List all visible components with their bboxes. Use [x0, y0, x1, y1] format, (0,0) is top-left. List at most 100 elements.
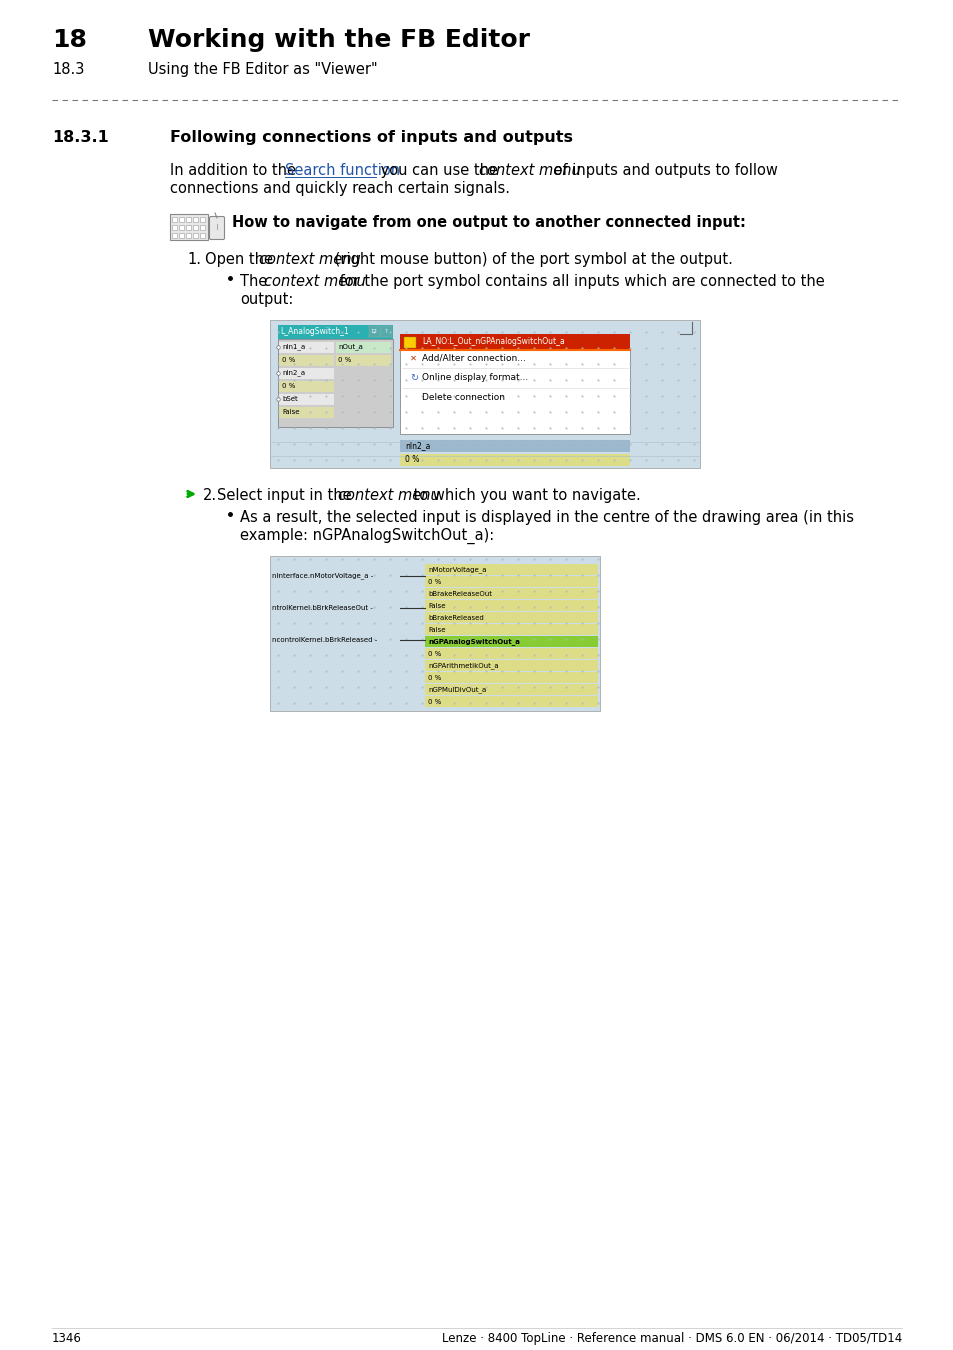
Bar	[399, 440, 629, 452]
Text: 0 %: 0 %	[405, 455, 419, 464]
Text: 1346: 1346	[52, 1332, 82, 1345]
Text: context menu: context menu	[259, 252, 361, 267]
Text: 18.3: 18.3	[52, 62, 84, 77]
Bar	[424, 599, 598, 612]
Text: As a result, the selected input is displayed in the centre of the drawing area (: As a result, the selected input is displ…	[240, 510, 853, 525]
Text: Add/Alter connection...: Add/Alter connection...	[421, 354, 525, 363]
Bar	[399, 350, 629, 433]
Bar	[424, 564, 598, 575]
Text: ntrolKernel.bBrkReleaseOut -: ntrolKernel.bBrkReleaseOut -	[272, 605, 373, 612]
Text: 0 %: 0 %	[282, 356, 295, 363]
Bar	[179, 225, 184, 230]
Text: 1.: 1.	[187, 252, 201, 267]
Text: connections and quickly reach certain signals.: connections and quickly reach certain si…	[170, 181, 510, 196]
Text: Lenze · 8400 TopLine · Reference manual · DMS 6.0 EN · 06/2014 · TD05/TD14: Lenze · 8400 TopLine · Reference manual …	[441, 1332, 901, 1345]
Bar	[200, 234, 205, 238]
Text: context menu: context menu	[478, 163, 579, 178]
Text: bSet: bSet	[282, 396, 297, 402]
Text: 0 %: 0 %	[337, 356, 351, 363]
Bar	[172, 217, 177, 221]
Text: nIn2_a: nIn2_a	[405, 441, 430, 451]
Text: The: The	[240, 274, 272, 289]
Text: context menu: context menu	[264, 274, 366, 289]
Bar	[278, 394, 334, 405]
Text: ncontrolKernel.bBrkReleased -: ncontrolKernel.bBrkReleased -	[272, 637, 376, 643]
Text: Select input in the: Select input in the	[216, 487, 355, 504]
Text: to which you want to navigate.: to which you want to navigate.	[409, 487, 639, 504]
Text: Delete connection: Delete connection	[421, 393, 504, 402]
Text: Open the: Open the	[205, 252, 277, 267]
Bar	[179, 217, 184, 221]
Bar	[193, 234, 198, 238]
FancyBboxPatch shape	[210, 216, 224, 239]
Text: Following connections of inputs and outputs: Following connections of inputs and outp…	[170, 130, 573, 144]
Text: False: False	[428, 603, 445, 609]
Text: nInterface.nMotorVoltage_a -: nInterface.nMotorVoltage_a -	[272, 572, 373, 579]
Text: bBrakeReleaseOut: bBrakeReleaseOut	[428, 591, 492, 597]
Bar	[424, 672, 598, 683]
Text: 0 %: 0 %	[428, 699, 441, 705]
Bar	[278, 406, 334, 418]
Bar	[424, 660, 598, 671]
Text: nMotorVoltage_a: nMotorVoltage_a	[428, 567, 486, 574]
Text: nGPAnalogSwitchOut_a: nGPAnalogSwitchOut_a	[428, 639, 519, 645]
Text: bBrakeReleased: bBrakeReleased	[428, 616, 483, 621]
Bar	[193, 225, 198, 230]
Bar	[399, 333, 629, 350]
Bar	[278, 355, 334, 366]
Text: example: nGPAnalogSwitchOut_a):: example: nGPAnalogSwitchOut_a):	[240, 528, 494, 544]
Text: ↻: ↻	[410, 373, 417, 383]
Bar	[270, 320, 700, 468]
Text: 12: 12	[370, 329, 377, 333]
Text: ✕: ✕	[410, 354, 416, 363]
Bar	[172, 234, 177, 238]
Text: nGPMulDivOut_a: nGPMulDivOut_a	[428, 687, 486, 694]
Text: False: False	[428, 626, 445, 633]
Text: 18: 18	[52, 28, 87, 53]
Text: output:: output:	[240, 292, 294, 306]
Bar	[200, 225, 205, 230]
Text: nIn1_a: nIn1_a	[282, 344, 305, 351]
Text: nGPArithmetikOut_a: nGPArithmetikOut_a	[428, 663, 498, 670]
Bar	[277, 339, 393, 427]
Text: (right mouse button) of the port symbol at the output.: (right mouse button) of the port symbol …	[330, 252, 732, 267]
Bar	[403, 338, 416, 348]
Bar	[186, 217, 191, 221]
Text: L_AnalogSwitch_1: L_AnalogSwitch_1	[280, 328, 349, 336]
Text: nOut_a: nOut_a	[337, 344, 362, 351]
Bar	[424, 697, 598, 707]
Text: Working with the FB Editor: Working with the FB Editor	[148, 28, 530, 53]
Bar	[278, 381, 334, 392]
Text: 0 %: 0 %	[428, 675, 441, 680]
Text: Search function: Search function	[285, 163, 399, 178]
Text: 18.3.1: 18.3.1	[52, 130, 109, 144]
Bar	[424, 576, 598, 587]
Bar	[424, 612, 598, 622]
Bar	[172, 225, 177, 230]
Text: False: False	[282, 409, 299, 414]
Bar	[424, 636, 598, 647]
Bar	[369, 325, 379, 338]
Text: nIn2_a: nIn2_a	[282, 370, 305, 377]
Bar	[424, 648, 598, 659]
Bar	[200, 217, 205, 221]
Bar	[270, 556, 599, 711]
Text: you can use the: you can use the	[375, 163, 502, 178]
Bar	[424, 684, 598, 695]
Text: 0 %: 0 %	[428, 579, 441, 585]
Bar	[380, 325, 392, 338]
Bar	[278, 342, 334, 352]
Text: 2.: 2.	[203, 487, 217, 504]
Bar	[179, 234, 184, 238]
Bar	[277, 325, 393, 339]
Text: context menu: context menu	[337, 487, 439, 504]
Text: Online display format...: Online display format...	[421, 374, 528, 382]
Bar	[424, 624, 598, 634]
Bar	[335, 355, 391, 366]
Bar	[186, 234, 191, 238]
Text: 0 %: 0 %	[282, 383, 295, 389]
Text: LA_NO:L_Out_nGPAnalogSwitchOut_a: LA_NO:L_Out_nGPAnalogSwitchOut_a	[421, 338, 564, 347]
Bar	[399, 454, 629, 466]
Text: 0 %: 0 %	[428, 651, 441, 657]
Text: Using the FB Editor as "Viewer": Using the FB Editor as "Viewer"	[148, 62, 377, 77]
